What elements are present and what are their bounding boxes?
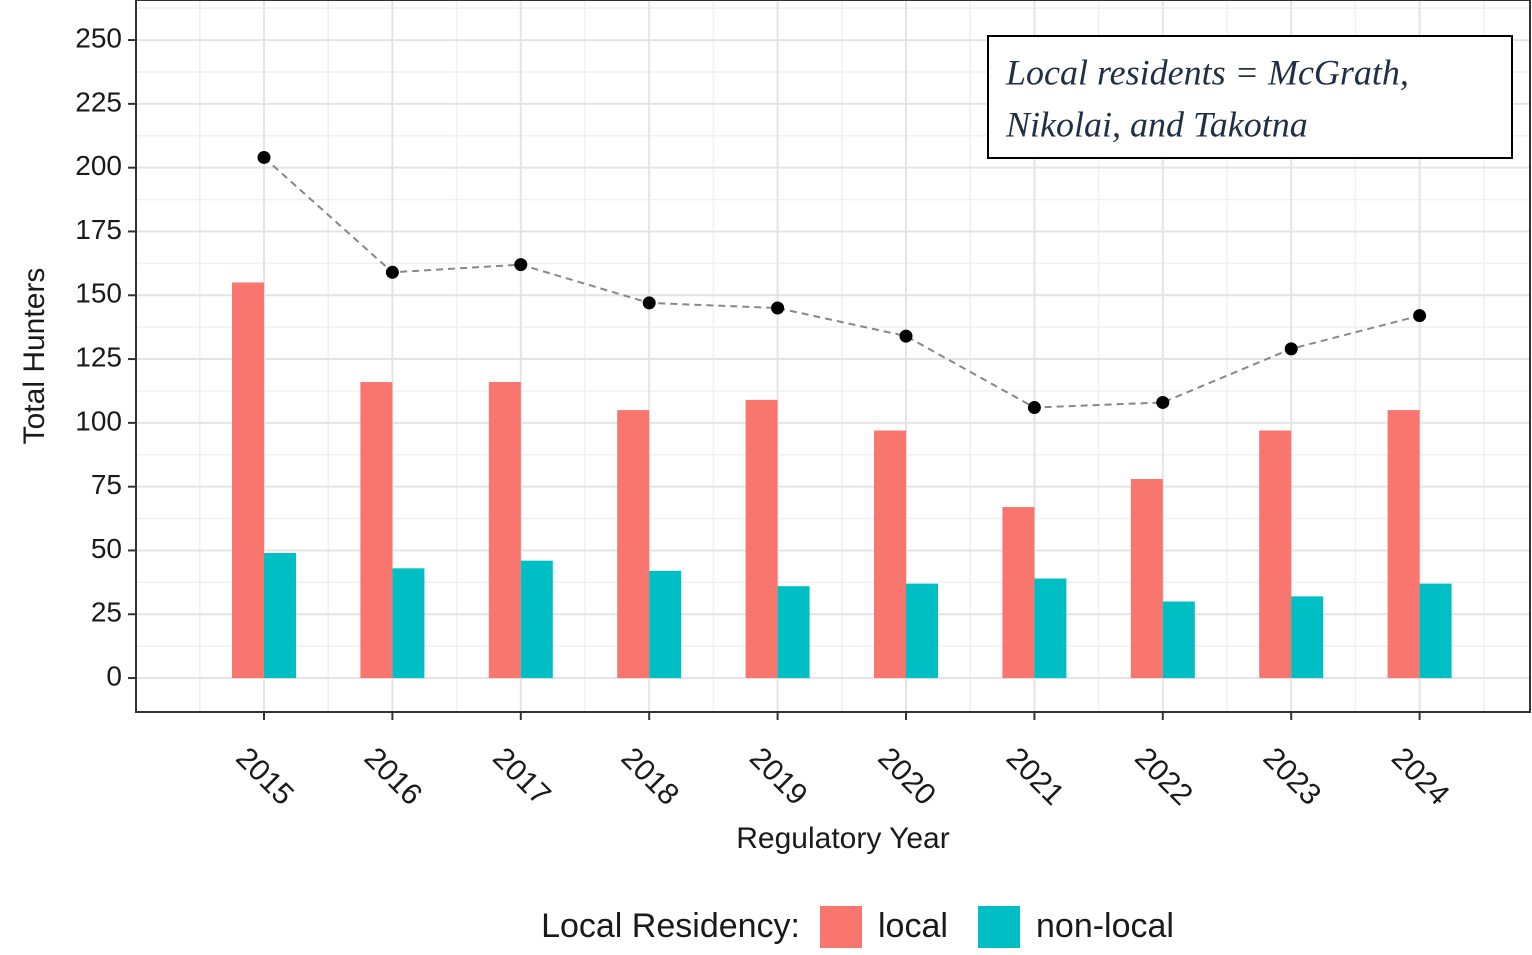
legend-swatch xyxy=(820,906,862,948)
y-tick-label: 250 xyxy=(75,22,122,53)
bar xyxy=(264,553,296,679)
bar xyxy=(232,282,264,679)
legend-swatch xyxy=(978,906,1020,948)
bar xyxy=(874,430,906,679)
bar xyxy=(1387,410,1420,679)
total-point xyxy=(514,258,528,272)
y-axis-title: Total Hunters xyxy=(18,268,51,445)
bar xyxy=(488,382,521,679)
y-tick-label: 175 xyxy=(75,214,122,245)
y-tick-label: 100 xyxy=(75,405,122,436)
x-axis-title: Regulatory Year xyxy=(736,822,950,855)
total-point xyxy=(771,301,785,315)
y-tick-label: 25 xyxy=(91,597,122,628)
total-point xyxy=(642,296,656,310)
bar xyxy=(1130,479,1163,679)
y-tick-label: 225 xyxy=(75,86,122,117)
legend-label: local xyxy=(878,907,948,945)
annotation-box xyxy=(987,35,1513,159)
bar xyxy=(1419,583,1452,679)
total-point xyxy=(385,265,399,279)
bar xyxy=(360,382,393,679)
total-point xyxy=(257,150,271,164)
bar xyxy=(520,560,553,679)
annotation-text: Local residents = McGrath, xyxy=(1005,52,1409,92)
bar xyxy=(906,583,938,679)
y-tick-label: 125 xyxy=(75,341,122,372)
plot-border xyxy=(135,0,1531,713)
y-tick-label: 200 xyxy=(75,150,122,181)
total-point xyxy=(1156,395,1170,409)
bar xyxy=(1291,596,1324,679)
y-tick-label: 50 xyxy=(91,533,122,564)
bar xyxy=(745,399,778,679)
bar xyxy=(1034,578,1067,679)
bar xyxy=(1162,601,1195,679)
bar xyxy=(1259,430,1292,679)
total-line xyxy=(263,156,1420,409)
y-tick-label: 0 xyxy=(106,660,122,691)
bar xyxy=(777,586,810,679)
bar xyxy=(649,570,682,679)
total-point xyxy=(1284,342,1298,356)
bar xyxy=(1002,507,1035,679)
y-tick-label: 150 xyxy=(75,278,122,309)
y-tick-label: 75 xyxy=(91,469,122,500)
total-point xyxy=(899,329,913,343)
bar xyxy=(392,568,425,679)
annotation-text: Nikolai, and Takotna xyxy=(1005,104,1308,144)
bar xyxy=(617,410,650,679)
total-point xyxy=(1027,401,1041,415)
legend-label: non-local xyxy=(1036,907,1174,945)
total-point xyxy=(1413,309,1427,323)
legend-title: Local Residency: xyxy=(541,907,800,945)
